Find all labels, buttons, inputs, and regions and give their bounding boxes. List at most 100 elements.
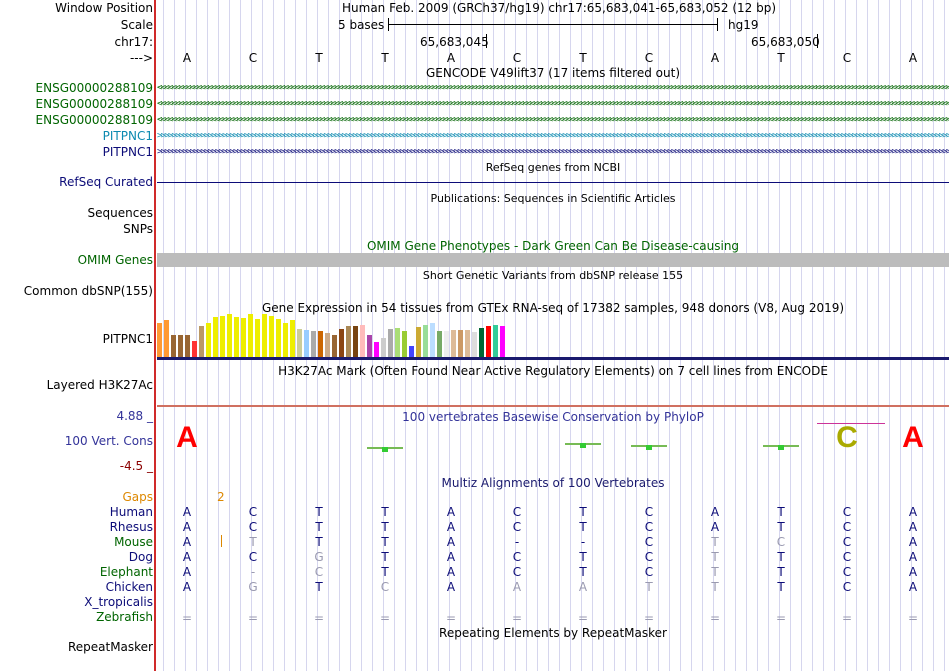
gtex-tissue-bar[interactable] [423,325,428,357]
refseq-label[interactable]: RefSeq Curated [59,175,153,189]
conservation-score-dot[interactable] [580,443,586,448]
gencode-gene-arrows[interactable]: <<<<<<<<<<<<<<<<<<<<<<<<<<<<<<<<<<<<<<<<… [157,83,949,93]
conservation-score-dot[interactable] [778,445,784,450]
gencode-gene-arrows[interactable]: <<<<<<<<<<<<<<<<<<<<<<<<<<<<<<<<<<<<<<<<… [157,99,949,109]
gtex-tissue-bar[interactable] [276,319,281,357]
publications-track-title[interactable]: Publications: Sequences in Scientific Ar… [430,192,676,205]
gtex-tissue-bar[interactable] [444,331,449,357]
gtex-tissue-bar[interactable] [472,332,477,357]
multiz-base: A [182,520,192,534]
gtex-tissue-bar[interactable] [360,325,365,357]
gtex-tissue-bar[interactable] [269,316,274,357]
gtex-tissue-bar[interactable] [178,335,183,357]
gtex-tissue-bar[interactable] [157,323,162,357]
gtex-tissue-bar[interactable] [234,317,239,357]
gtex-tissue-bar[interactable] [479,328,484,357]
gtex-tissue-bar[interactable] [374,342,379,357]
gtex-tissue-bar[interactable] [220,316,225,357]
dbsnp-track-title[interactable]: Short Genetic Variants from dbSNP releas… [422,269,684,282]
gtex-expression-chart[interactable] [157,314,577,357]
gtex-tissue-bar[interactable] [367,335,372,357]
gtex-tissue-bar[interactable] [332,335,337,357]
gtex-tissue-bar[interactable] [451,330,456,357]
gtex-tissue-bar[interactable] [486,326,491,357]
gtex-tissue-bar[interactable] [402,331,407,357]
gtex-tissue-bar[interactable] [465,330,470,357]
h3k27ac-track-title[interactable]: H3K27Ac Mark (Often Found Near Active Re… [278,364,828,378]
multiz-species-label[interactable]: Rhesus [109,520,153,534]
gtex-tissue-bar[interactable] [325,333,330,357]
gtex-tissue-bar[interactable] [493,325,498,357]
multiz-species-label[interactable]: X_tropicalis [84,595,153,609]
gtex-tissue-bar[interactable] [458,330,463,357]
gtex-tissue-bar[interactable] [430,323,435,357]
gtex-tissue-bar[interactable] [395,328,400,357]
conservation-score-dot[interactable] [646,445,652,450]
gencode-item-label[interactable]: ENSG00000288109 [35,97,153,111]
conservation-track-title[interactable]: 100 vertebrates Basewise Conservation by… [402,410,704,424]
repeatmasker-label[interactable]: RepeatMasker [67,640,153,654]
gencode-gene-arrows[interactable]: >>>>>>>>>>>>>>>>>>>>>>>>>>>>>>>>>>>>>>>>… [157,131,949,141]
gencode-item-label[interactable]: PITPNC1 [102,145,153,159]
conservation-score-dot[interactable] [382,447,388,452]
multiz-species-label[interactable]: Dog [128,550,153,564]
gtex-tissue-bar[interactable] [339,329,344,357]
gtex-track-title[interactable]: Gene Expression in 54 tissues from GTEx … [261,301,845,315]
gencode-gene-arrows[interactable]: <<<<<<<<<<<<<<<<<<<<<<<<<<<<<<<<<<<<<<<<… [157,115,949,125]
gtex-tissue-bar[interactable] [346,326,351,357]
h3k27ac-label[interactable]: Layered H3K27Ac [46,378,153,392]
gtex-tissue-bar[interactable] [318,331,323,357]
gtex-tissue-bar[interactable] [437,331,442,357]
gtex-tissue-bar[interactable] [164,320,169,357]
conservation-logo-letter[interactable]: A [902,421,924,454]
gtex-tissue-bar[interactable] [381,338,386,357]
gencode-item-label[interactable]: ENSG00000288109 [35,113,153,127]
gtex-tissue-bar[interactable] [500,326,505,357]
gtex-tissue-bar[interactable] [304,330,309,357]
gtex-tissue-bar[interactable] [227,314,232,357]
omim-track-title[interactable]: OMIM Gene Phenotypes - Dark Green Can Be… [366,239,740,253]
multiz-species-label[interactable]: Human [109,505,153,519]
gtex-tissue-bar[interactable] [262,314,267,357]
multiz-species-label[interactable]: Chicken [105,580,153,594]
gencode-item-label[interactable]: PITPNC1 [102,129,153,143]
gtex-tissue-bar[interactable] [171,335,176,357]
multiz-species-label[interactable]: Zebrafish [96,610,153,624]
gtex-tissue-bar[interactable] [409,346,414,357]
gtex-tissue-bar[interactable] [248,314,253,357]
conservation-logo-letter[interactable]: C [836,421,858,454]
multiz-gaps-label[interactable]: Gaps [122,490,153,504]
gtex-tissue-bar[interactable] [311,331,316,357]
gtex-tissue-bar[interactable] [213,317,218,357]
gtex-tissue-bar[interactable] [206,323,211,357]
gtex-tissue-bar[interactable] [353,326,358,357]
gtex-tissue-bar[interactable] [297,329,302,357]
gencode-gene-arrows[interactable]: >>>>>>>>>>>>>>>>>>>>>>>>>>>>>>>>>>>>>>>>… [157,147,949,157]
refseq-track-title[interactable]: RefSeq genes from NCBI [485,161,621,174]
multiz-track-title[interactable]: Multiz Alignments of 100 Vertebrates [441,476,665,490]
publications-snps-label[interactable]: SNPs [123,222,153,236]
conservation-logo-letter[interactable]: A [176,421,198,454]
gtex-tissue-bar[interactable] [416,327,421,357]
publications-sequences-label[interactable]: Sequences [87,206,153,220]
dbsnp-label[interactable]: Common dbSNP(155) [23,284,153,298]
omim-gene-bar[interactable] [157,253,949,267]
gencode-track-title[interactable]: GENCODE V49lift37 (17 items filtered out… [425,66,680,80]
gtex-tissue-bar[interactable] [283,323,288,357]
gtex-tissue-bar[interactable] [199,326,204,357]
multiz-species-label[interactable]: Elephant [99,565,153,579]
gencode-item-label[interactable]: ENSG00000288109 [35,81,153,95]
omim-label[interactable]: OMIM Genes [77,253,153,267]
gtex-tissue-bar[interactable] [388,329,393,357]
gtex-tissue-bar[interactable] [241,318,246,357]
conservation-label[interactable]: 100 Vert. Cons [64,434,153,448]
gtex-label[interactable]: PITPNC1 [102,332,153,346]
grid-line [548,0,549,671]
refseq-gene-line[interactable] [157,182,949,183]
gtex-tissue-bar[interactable] [255,319,260,357]
gtex-tissue-bar[interactable] [192,341,197,357]
gtex-tissue-bar[interactable] [185,335,190,357]
gtex-tissue-bar[interactable] [290,320,295,357]
multiz-species-label[interactable]: Mouse [114,535,153,549]
repeatmasker-track-title[interactable]: Repeating Elements by RepeatMasker [439,626,667,640]
